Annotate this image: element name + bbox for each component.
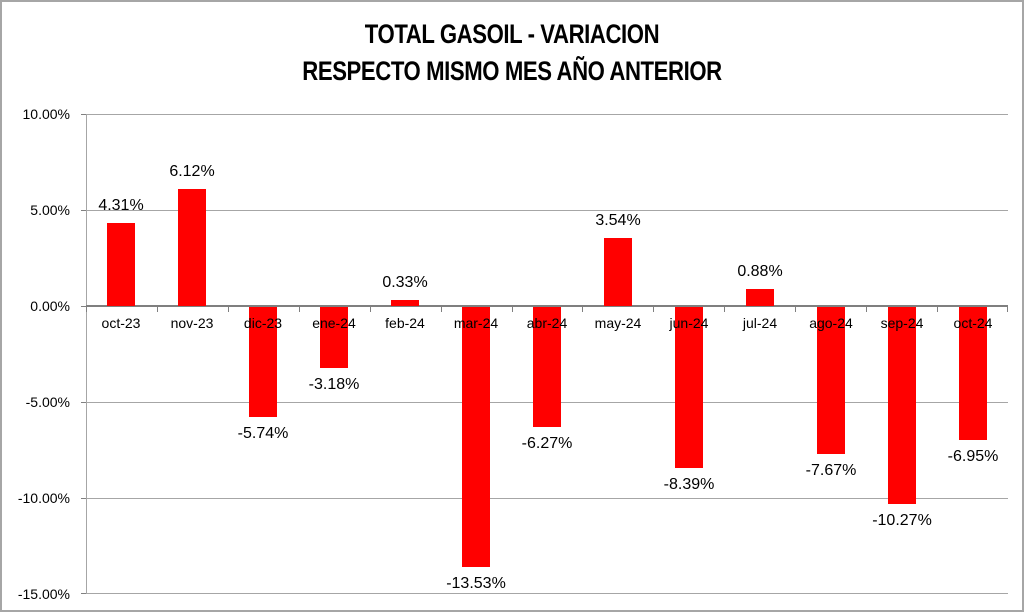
y-axis-tick	[81, 306, 86, 307]
y-axis-line	[86, 114, 87, 594]
x-category-label-oct-24: oct-24	[953, 315, 993, 331]
bar-value-label-ene-24: -3.18%	[308, 376, 360, 394]
x-category-label-ene-24: ene-24	[312, 315, 356, 331]
x-category-label-may-24: may-24	[594, 315, 642, 331]
bar-value-label-abr-24: -6.27%	[521, 435, 573, 453]
x-axis-tick	[228, 306, 229, 312]
x-axis-tick	[370, 306, 371, 312]
x-category-label-jun-24: jun-24	[669, 315, 709, 331]
y-axis-tick	[81, 402, 86, 403]
bar-nov-23	[178, 188, 206, 306]
y-tick-label: -10.00%	[17, 490, 70, 506]
bar-value-label-oct-24: -6.95%	[947, 448, 999, 466]
y-tick-label: 5.00%	[30, 202, 70, 218]
x-category-label-feb-24: feb-24	[385, 315, 425, 331]
gridline	[86, 114, 1008, 115]
x-category-label-mar-24: mar-24	[453, 315, 499, 331]
bar-sep-24	[888, 307, 916, 505]
x-axis-tick	[86, 306, 87, 312]
x-axis-tick	[512, 306, 513, 312]
bar-value-label-feb-24: 0.33%	[382, 273, 428, 291]
bar-oct-23	[107, 223, 135, 306]
bar-value-label-dic-23: -5.74%	[237, 425, 289, 443]
y-axis-tick	[81, 593, 86, 594]
gridline	[86, 498, 1008, 499]
gridline	[86, 593, 1008, 594]
y-tick-label: 10.00%	[22, 106, 70, 122]
x-category-label-ago-24: ago-24	[809, 315, 853, 331]
bar-feb-24	[391, 299, 419, 306]
bar-ene-24	[320, 307, 348, 369]
bar-jul-24	[746, 289, 774, 306]
x-axis-tick	[582, 306, 583, 312]
bar-value-label-may-24: 3.54%	[595, 212, 641, 229]
x-category-label-oct-23: oct-23	[101, 315, 141, 331]
bar-value-label-sep-24: -10.27%	[872, 512, 932, 530]
y-tick-label: -5.00%	[25, 394, 70, 410]
x-axis-tick	[795, 306, 796, 312]
bar-mar-24	[462, 307, 490, 567]
bar-value-label-nov-23: 6.12%	[169, 162, 215, 180]
chart-title-line1: TOTAL GASOIL - VARIACION	[364, 19, 660, 49]
bar-value-label-oct-23: 4.31%	[98, 197, 144, 215]
y-tick-label: 0.00%	[30, 298, 70, 314]
x-category-label-sep-24: sep-24	[880, 315, 924, 331]
y-axis-tick	[81, 498, 86, 499]
x-category-label-abr-24: abr-24	[526, 315, 568, 331]
x-axis-tick	[157, 306, 158, 312]
chart-title-line2: RESPECTO MISMO MES AÑO ANTERIOR	[302, 56, 722, 86]
y-axis-tick	[81, 210, 86, 211]
x-axis-tick	[937, 306, 938, 312]
x-axis-tick	[441, 306, 442, 312]
x-category-label-dic-23: dic-23	[243, 315, 283, 331]
x-axis-tick	[1007, 306, 1008, 312]
bar-abr-24	[533, 307, 561, 428]
bar-value-label-jun-24: -8.39%	[663, 476, 715, 494]
bar-ago-24	[817, 307, 845, 455]
x-category-label-nov-23: nov-23	[170, 315, 214, 331]
bar-oct-24	[959, 307, 987, 441]
x-axis-line	[86, 305, 1008, 307]
x-category-label-jul-24: jul-24	[742, 315, 778, 331]
y-tick-label: -15.00%	[17, 586, 70, 602]
y-axis-tick	[81, 114, 86, 115]
gridline	[86, 210, 1008, 211]
bar-may-24	[604, 238, 632, 306]
x-axis-tick	[724, 306, 725, 312]
y-axis: 10.00% 5.00% 0.00% -5.00% -10.00% -15.00%	[2, 106, 74, 602]
bar-dic-23	[249, 307, 277, 418]
x-axis-tick	[653, 306, 654, 312]
x-axis-tick	[299, 306, 300, 312]
bar-value-label-mar-24: -13.53%	[446, 574, 506, 592]
bar-value-label-ago-24: -7.67%	[805, 462, 857, 480]
bar-value-label-jul-24: 0.88%	[737, 263, 783, 281]
x-axis-tick	[866, 306, 867, 312]
chart-title: TOTAL GASOIL - VARIACION RESPECTO MISMO …	[94, 16, 930, 90]
bar-jun-24	[675, 307, 703, 469]
plot-area: 4.31% oct-23 6.12% nov-23 -5.74% dic-23 -3.18%…	[81, 114, 1008, 594]
